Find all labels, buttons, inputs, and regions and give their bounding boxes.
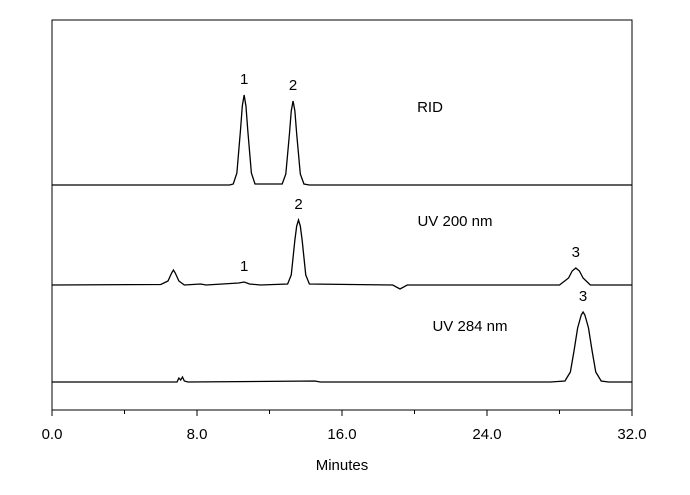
peak-label: 2: [294, 196, 302, 213]
peak-label: 2: [289, 77, 297, 94]
x-tick-label: 24.0: [472, 426, 501, 443]
trace-label: UV 200 nm: [417, 213, 492, 230]
x-tick-label: 0.0: [42, 426, 63, 443]
trace: [52, 94, 632, 186]
x-axis-label: Minutes: [316, 457, 369, 474]
x-tick-label: 16.0: [327, 426, 356, 443]
trace: [52, 310, 632, 383]
peak-label: 3: [572, 244, 580, 261]
plot-frame: [51, 19, 633, 411]
x-tick-label: 8.0: [187, 426, 208, 443]
x-tick-label: 32.0: [617, 426, 646, 443]
trace: [51, 217, 632, 290]
trace-label: RID: [417, 99, 443, 116]
peak-label: 3: [579, 288, 587, 305]
peak-label: 1: [240, 71, 248, 88]
trace-label: UV 284 nm: [432, 318, 507, 335]
peak-label: 1: [240, 258, 248, 275]
